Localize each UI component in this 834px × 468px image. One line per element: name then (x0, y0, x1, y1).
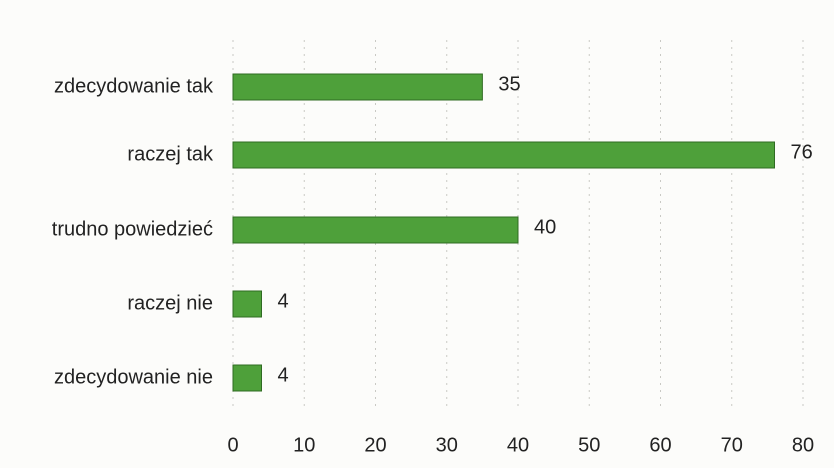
category-label: raczej tak (127, 143, 214, 165)
gridlines (232, 40, 804, 410)
data-label: 4 (278, 364, 289, 386)
category-label: trudno powiedzieć (52, 218, 213, 240)
bar (232, 141, 775, 169)
x-tick-label: 40 (507, 434, 529, 456)
x-tick-label: 60 (649, 434, 671, 456)
x-tick-label: 0 (227, 434, 238, 456)
data-label: 35 (498, 73, 520, 95)
data-label: 40 (534, 216, 556, 238)
x-tick-label: 30 (436, 434, 458, 456)
data-label: 76 (791, 141, 813, 163)
data-label: 4 (278, 290, 289, 312)
x-tick-label: 80 (792, 434, 814, 456)
category-labels: zdecydowanie tak raczej tak trudno powiedz… (52, 75, 214, 388)
bar (232, 290, 262, 318)
data-labels: 35 76 40 4 4 (278, 73, 813, 386)
category-label: zdecydowanie tak (54, 75, 214, 97)
x-tick-label: 50 (578, 434, 600, 456)
x-tick-label: 20 (364, 434, 386, 456)
x-tick-label: 70 (721, 434, 743, 456)
bar (232, 364, 262, 392)
bar (232, 73, 483, 101)
category-label: zdecydowanie nie (54, 366, 213, 388)
bars (232, 73, 775, 392)
x-axis-tick-labels: 0 10 20 30 40 50 60 70 80 (227, 434, 814, 456)
bar (232, 216, 519, 244)
x-tick-label: 10 (293, 434, 315, 456)
category-label: raczej nie (127, 292, 213, 314)
